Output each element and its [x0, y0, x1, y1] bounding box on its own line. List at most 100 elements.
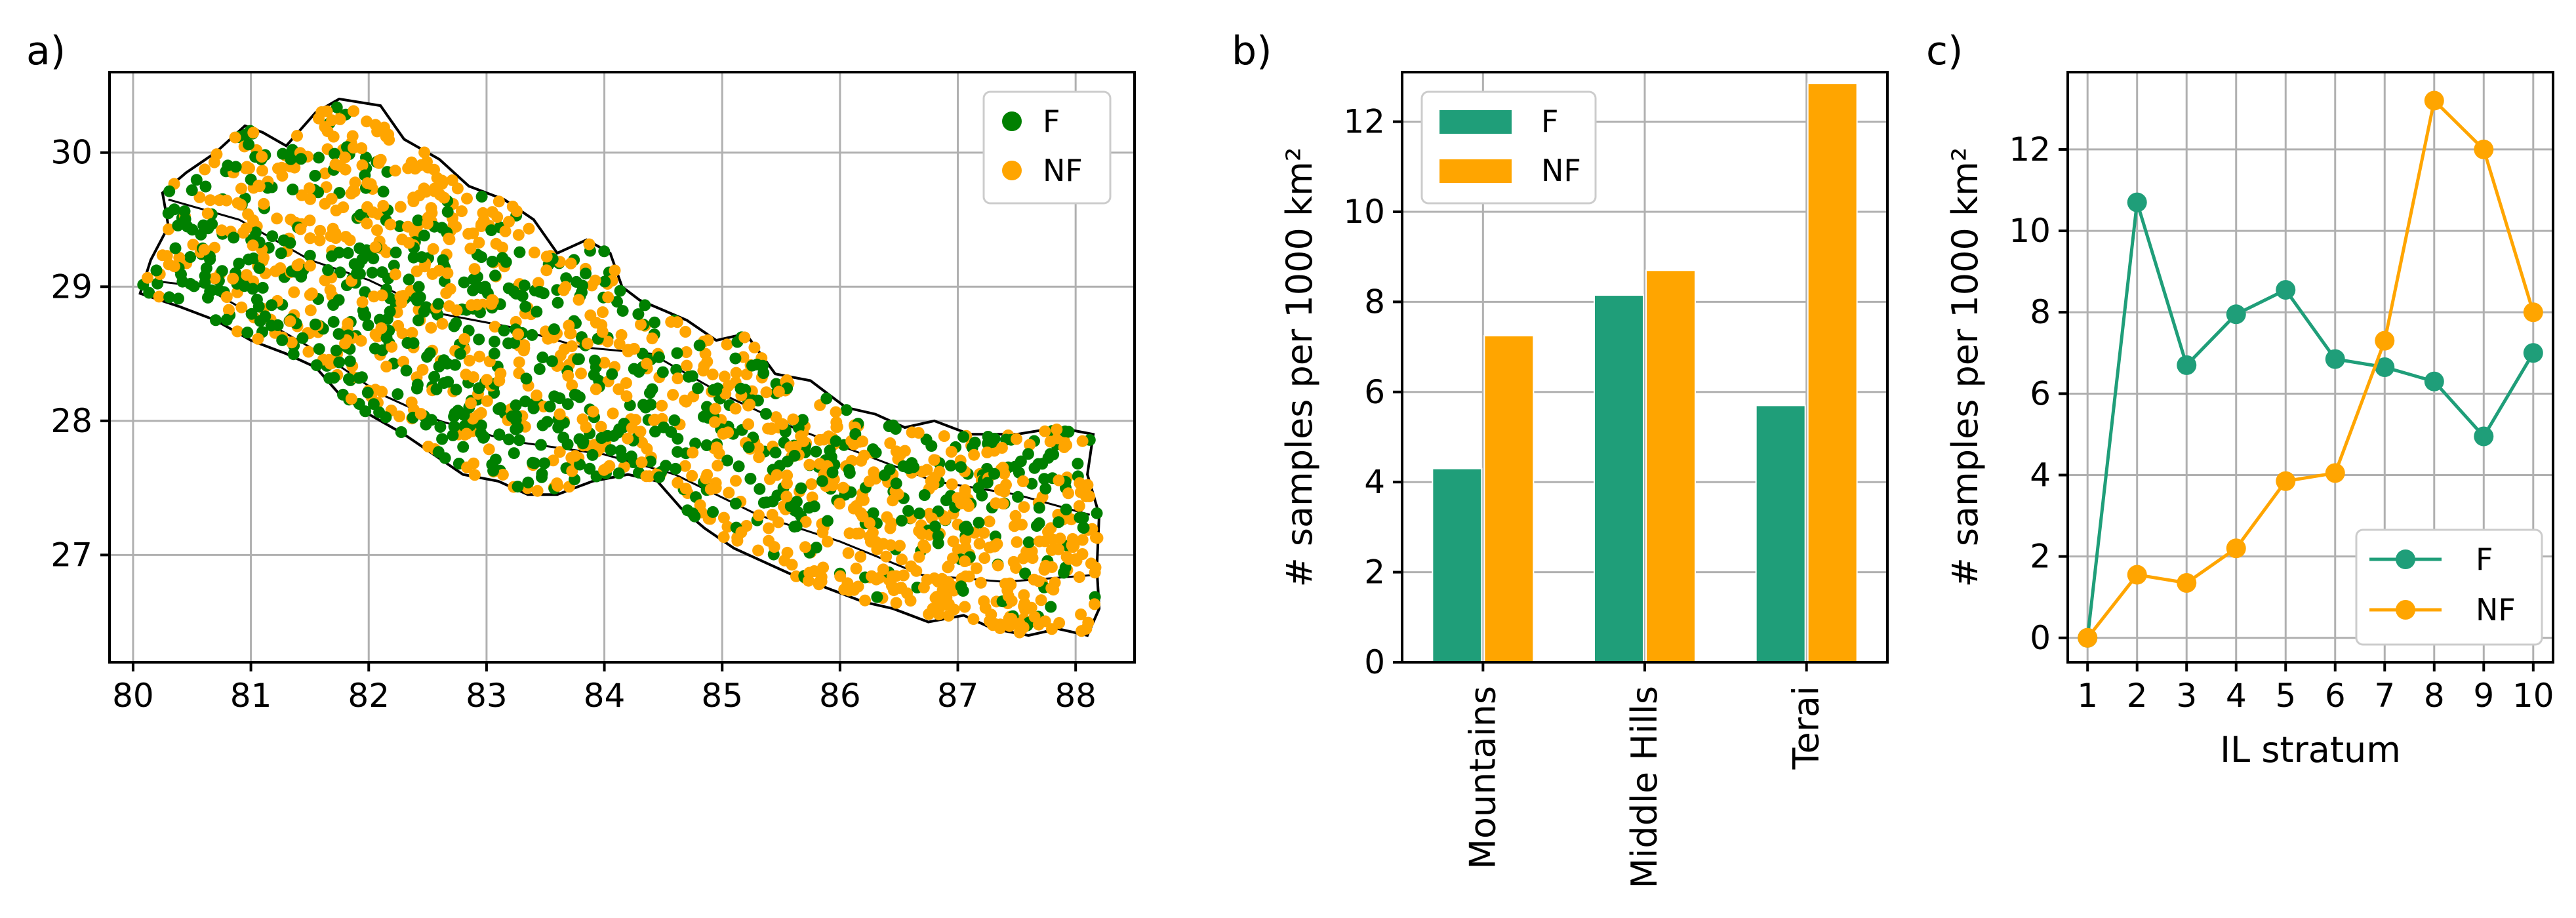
- sample-point-NF: [361, 217, 373, 230]
- line-x-tick-label: 9: [2473, 677, 2494, 715]
- sample-point-NF: [602, 291, 614, 304]
- sample-point-NF: [467, 412, 479, 425]
- sample-point-NF: [1011, 433, 1022, 445]
- sample-point-F: [329, 148, 340, 160]
- sample-point-F: [955, 580, 967, 593]
- sample-point-NF: [473, 237, 485, 249]
- sample-point-F: [432, 298, 445, 310]
- sample-point-F: [613, 467, 625, 479]
- bar-y-tick-label: 8: [1364, 283, 1385, 321]
- line-x-tick-label: 1: [2077, 677, 2098, 715]
- sample-point-F: [598, 245, 611, 258]
- sample-point-NF: [356, 296, 369, 308]
- sample-point-NF: [742, 418, 755, 430]
- sample-point-F: [413, 314, 424, 327]
- bar-category-label: Terai: [1786, 686, 1827, 770]
- sample-point-NF: [959, 542, 972, 554]
- sample-point-NF: [375, 322, 388, 334]
- sample-point-NF: [613, 338, 626, 350]
- series-point-F: [2424, 371, 2444, 391]
- sample-point-F: [1060, 504, 1072, 515]
- sample-point-NF: [1028, 573, 1040, 586]
- sample-point-NF: [1080, 622, 1093, 635]
- sample-point-NF: [376, 386, 388, 398]
- sample-point-F: [572, 353, 584, 365]
- sample-point-NF: [209, 241, 221, 254]
- sample-point-F: [589, 354, 601, 367]
- sample-point-NF: [198, 243, 211, 256]
- sample-point-NF: [553, 408, 566, 420]
- sample-point-NF: [304, 289, 316, 301]
- sample-point-F: [645, 399, 657, 410]
- sample-point-NF: [1075, 609, 1087, 620]
- sample-point-F: [1044, 448, 1057, 460]
- sample-point-NF: [1042, 526, 1054, 538]
- sample-point-F: [332, 328, 345, 340]
- sample-point-NF: [433, 264, 445, 277]
- sample-point-F: [788, 521, 801, 533]
- sample-point-F: [821, 515, 834, 527]
- sample-point-NF: [913, 525, 925, 537]
- sample-point-F: [552, 296, 564, 309]
- sample-point-F: [434, 421, 447, 433]
- sample-point-NF: [831, 421, 843, 433]
- sample-point-NF: [433, 189, 446, 201]
- sample-point-F: [322, 264, 334, 276]
- sample-point-F: [390, 247, 402, 259]
- sample-point-NF: [554, 349, 567, 362]
- sample-point-F: [413, 281, 425, 293]
- line-series: [2078, 90, 2543, 648]
- sample-point-NF: [1024, 439, 1036, 451]
- sample-point-NF: [803, 458, 816, 471]
- sample-point-NF: [988, 540, 1001, 553]
- sample-point-NF: [780, 490, 793, 503]
- sample-point-NF: [256, 151, 268, 163]
- map-y-tick-label: 28: [50, 402, 92, 440]
- sample-point-F: [795, 482, 807, 494]
- sample-point-NF: [771, 469, 783, 481]
- sample-point-F: [500, 256, 512, 268]
- sample-point-F: [1077, 521, 1089, 534]
- sample-point-F: [1012, 490, 1024, 503]
- sample-point-F: [601, 429, 614, 442]
- sample-point-NF: [656, 399, 668, 412]
- line-y-tick-label: 10: [2009, 212, 2051, 250]
- sample-point-F: [184, 277, 197, 290]
- sample-point-NF: [856, 510, 869, 523]
- sample-point-F: [527, 402, 540, 414]
- series-point-NF: [2325, 463, 2345, 483]
- line-y-tick-label: 4: [2030, 456, 2051, 494]
- map-x-tick-label: 82: [348, 677, 390, 715]
- sample-point-NF: [665, 315, 677, 328]
- sample-point-NF: [153, 290, 165, 303]
- sample-point-F: [448, 420, 460, 433]
- sample-point-NF: [468, 263, 481, 275]
- sample-point-NF: [865, 536, 877, 548]
- bar-y-tick-label: 10: [1343, 193, 1385, 231]
- sample-point-NF: [805, 478, 818, 490]
- sample-point-NF: [963, 570, 975, 583]
- sample-point-F: [366, 266, 378, 279]
- sample-point-NF: [580, 421, 592, 433]
- sample-point-NF: [1068, 540, 1080, 552]
- sample-point-F: [584, 462, 596, 475]
- sample-point-F: [929, 520, 941, 532]
- sample-point-F: [253, 262, 266, 274]
- sample-point-NF: [204, 194, 216, 207]
- sample-point-NF: [491, 211, 504, 223]
- sample-point-NF: [384, 218, 397, 231]
- sample-point-NF: [344, 234, 356, 247]
- legend-label-NF: NF: [1043, 153, 1083, 188]
- panel-b-label: b): [1232, 28, 1272, 74]
- sample-point-NF: [992, 559, 1004, 572]
- sample-point-NF: [830, 406, 842, 418]
- sample-point-F: [433, 360, 445, 372]
- line-y-tick-label: 12: [2009, 130, 2051, 169]
- sample-point-F: [220, 313, 233, 326]
- sample-point-F: [287, 183, 299, 195]
- map-axes-frame: [108, 71, 1136, 664]
- sample-point-F: [313, 343, 325, 355]
- bar-category-label: Mountains: [1462, 686, 1503, 869]
- sample-point-NF: [573, 294, 585, 306]
- sample-point-F: [1036, 458, 1049, 470]
